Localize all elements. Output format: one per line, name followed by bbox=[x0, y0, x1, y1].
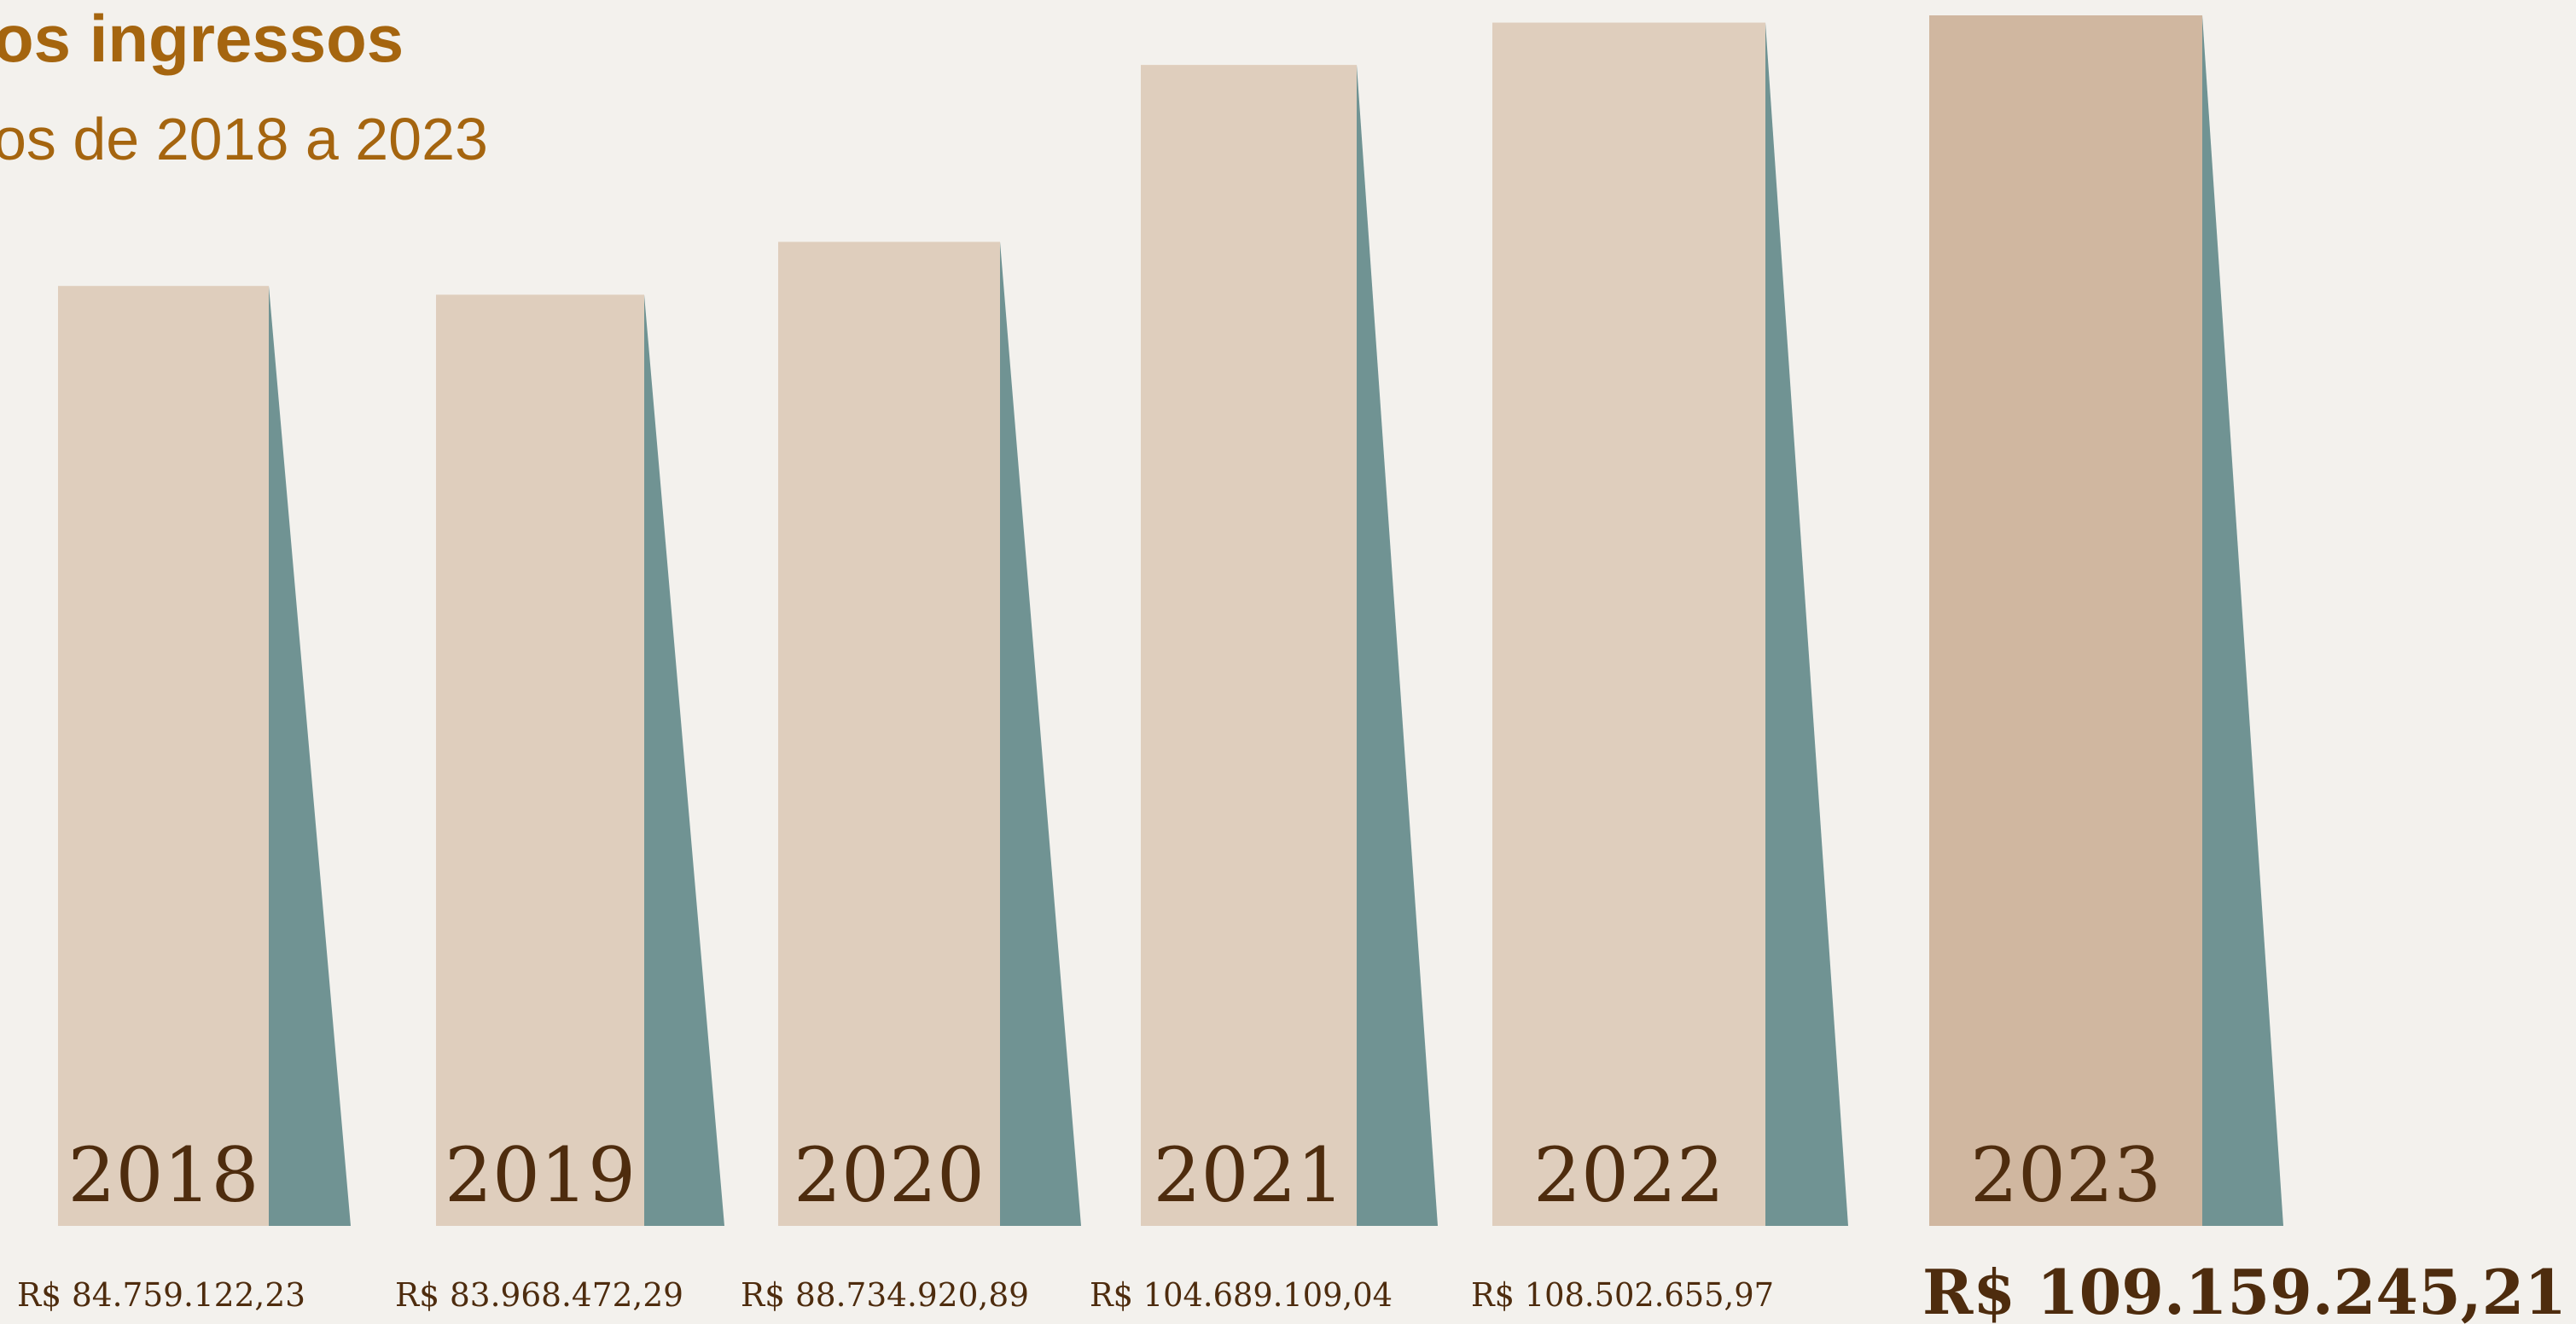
bar-shadow-2020 bbox=[1000, 241, 1081, 1227]
bar-2018 bbox=[58, 286, 269, 1226]
value-label-2022: R$ 108.502.655,97 bbox=[1471, 1276, 1774, 1314]
value-label-2018: R$ 84.759.122,23 bbox=[17, 1276, 305, 1314]
year-label-2021: 2021 bbox=[1154, 1131, 1345, 1219]
bar-2022 bbox=[1492, 22, 1765, 1226]
chart-title: os ingressos bbox=[0, 1, 404, 76]
year-label-2019: 2019 bbox=[445, 1131, 636, 1219]
year-label-2023: 2023 bbox=[1970, 1131, 2161, 1219]
bar-shadow-2018 bbox=[269, 286, 351, 1226]
bar-shadow-2023 bbox=[2202, 15, 2283, 1226]
bar-shadow-2019 bbox=[644, 294, 724, 1226]
bar-2020 bbox=[778, 241, 1000, 1227]
year-label-2018: 2018 bbox=[68, 1131, 259, 1219]
value-label-2023: R$ 109.159.245,21 bbox=[1922, 1256, 2567, 1324]
bar-2023 bbox=[1929, 15, 2202, 1226]
value-label-2019: R$ 83.968.472,29 bbox=[395, 1276, 683, 1314]
bar-2019 bbox=[436, 294, 644, 1226]
chart-subtitle: os de 2018 a 2023 bbox=[0, 106, 488, 172]
year-label-2022: 2022 bbox=[1533, 1131, 1724, 1219]
value-label-2021: R$ 104.689.109,04 bbox=[1090, 1276, 1393, 1314]
bar-shadow-2022 bbox=[1765, 22, 1848, 1226]
value-label-2020: R$ 88.734.920,89 bbox=[741, 1276, 1029, 1314]
year-label-2020: 2020 bbox=[794, 1131, 985, 1219]
bar-2021 bbox=[1141, 65, 1357, 1227]
bar-shadow-2021 bbox=[1357, 65, 1438, 1227]
